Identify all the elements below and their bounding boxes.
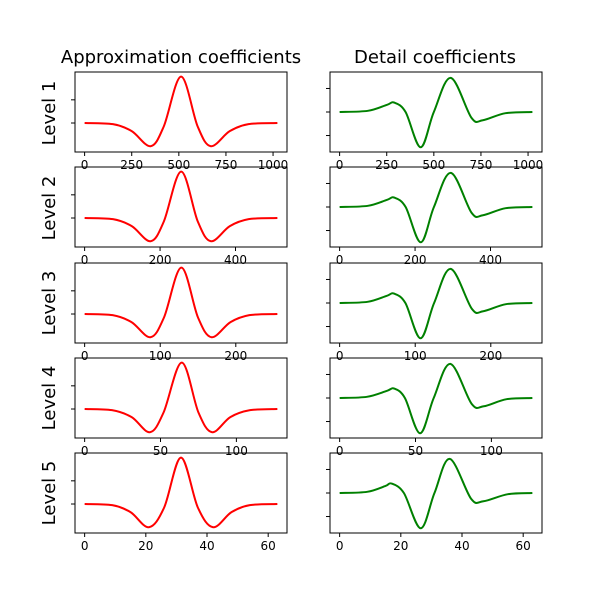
x-tick-label: 1000 [513,158,544,172]
axes-frame [74,452,288,534]
x-tick-label: 40 [199,539,214,553]
x-tick-label: 0 [336,444,344,458]
x-tick-label: 200 [224,349,247,363]
x-tick-label: 100 [480,444,503,458]
col-title-approximation: Approximation coefficients [61,47,301,68]
x-tick-label: 50 [153,444,168,458]
approximation-coefficient-line [84,361,278,434]
detail-coefficient-line [339,171,533,244]
approximation-coefficient-line [84,456,278,529]
row-label-level-5: Level 5 [39,461,60,526]
x-tick-label: 0 [81,253,89,267]
detail-coefficient-line [339,267,533,340]
row-labels: Level 1 Level 2 Level 3 Level 4 Level 5 [39,81,60,526]
detail-coefficient-line [339,457,533,530]
x-tick-label: 100 [404,349,427,363]
x-tick-label: 100 [225,444,248,458]
x-tick-label: 750 [469,158,492,172]
x-tick-label: 500 [167,158,190,172]
axes-frame [74,71,288,153]
x-tick-label: 400 [224,253,247,267]
x-tick-label: 750 [214,158,237,172]
x-tick-label: 100 [149,349,172,363]
x-tick-label: 0 [81,349,89,363]
x-tick-label: 200 [404,253,427,267]
x-tick-label: 20 [138,539,153,553]
row-label-level-2: Level 2 [39,176,60,241]
panel-level-1-detail: 0 250 500 750 1000 [326,71,544,172]
x-tick-label: 20 [393,539,408,553]
x-tick-label: 500 [422,158,445,172]
x-tick-label: 0 [336,158,344,172]
x-tick-label: 0 [81,444,89,458]
panel-level-5-approximation: 0 20 40 60 [71,452,288,553]
axes-frame [74,166,288,248]
approximation-coefficient-line [84,75,278,148]
panel-level-1-approximation: 0 250 500 750 1000 [71,71,289,172]
x-tick-label: 60 [261,539,276,553]
x-tick-label: 50 [408,444,423,458]
row-label-level-4: Level 4 [39,366,60,431]
x-tick-label: 0 [336,349,344,363]
col-title-detail: Detail coefficients [354,47,516,68]
axes-frame [74,262,288,344]
x-tick-label: 60 [516,539,531,553]
x-tick-label: 250 [120,158,143,172]
detail-coefficient-line [339,76,533,149]
x-tick-label: 0 [336,539,344,553]
row-label-level-3: Level 3 [39,271,60,336]
panel-level-2-approximation: 0 200 400 [71,166,288,267]
approximation-coefficient-line [84,170,278,243]
x-tick-label: 250 [375,158,398,172]
column-titles: Approximation coefficients Detail coeffi… [61,47,516,68]
panel-level-4-detail: 0 50 100 [326,357,543,458]
x-tick-label: 0 [81,539,89,553]
axes-frame [74,357,288,439]
x-tick-label: 200 [149,253,172,267]
panel-level-3-detail: 0 100 200 [326,262,543,363]
x-tick-label: 40 [454,539,469,553]
x-tick-label: 0 [81,158,89,172]
panel-level-5-detail: 0 20 40 60 [326,452,543,553]
detail-coefficient-line [339,362,533,435]
panel-level-3-approximation: 0 100 200 [71,262,288,363]
x-tick-label: 400 [479,253,502,267]
approximation-coefficient-line [84,266,278,339]
panel-level-4-approximation: 0 50 100 [71,357,288,458]
panel-level-2-detail: 0 200 400 [326,166,543,267]
row-label-level-1: Level 1 [39,81,60,146]
x-tick-label: 200 [479,349,502,363]
x-tick-label: 0 [336,253,344,267]
x-tick-label: 1000 [258,158,289,172]
